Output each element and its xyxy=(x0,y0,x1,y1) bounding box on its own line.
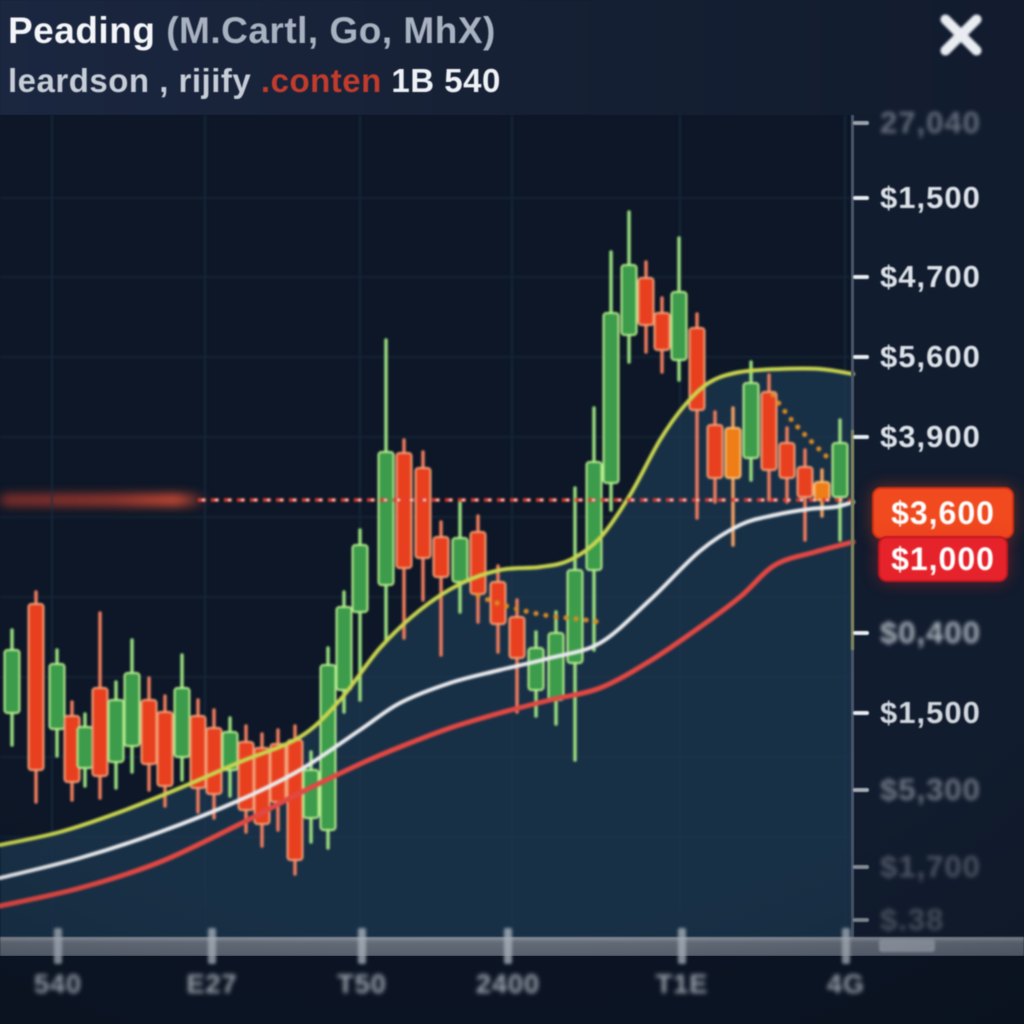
ma-slow-red-line xyxy=(0,539,856,909)
price-badge: $1,000 xyxy=(878,536,1008,582)
x-axis-label: 2400 xyxy=(475,969,541,999)
y-axis-tick xyxy=(853,711,869,715)
chart-title-row: Peading (M.Cartl, Go, MhX) xyxy=(8,10,496,52)
x-axis-tick xyxy=(678,928,686,964)
y-axis-label: 27,040 xyxy=(880,105,981,140)
y-axis-label: $1,500 xyxy=(880,180,981,215)
chart-subtitle-value: 1B 540 xyxy=(381,62,501,99)
candle-body xyxy=(123,672,141,747)
y-axis-tick xyxy=(853,121,869,125)
candle-body xyxy=(302,769,320,819)
x-axis-tick xyxy=(358,928,366,964)
candle-body xyxy=(760,391,778,471)
chart-title-params: (M.Cartl, Go, MhX) xyxy=(155,10,496,51)
x-axis-label: T1E xyxy=(655,969,709,999)
candle-body xyxy=(432,536,450,578)
candle-body xyxy=(778,442,796,479)
chart-subtitle: leardson , rijify xyxy=(8,62,261,99)
candle-body xyxy=(508,616,526,659)
dotted-trend-line xyxy=(770,392,829,459)
y-axis-label: $.38 xyxy=(880,902,945,937)
candle-body xyxy=(76,726,94,769)
candle-body xyxy=(724,427,742,479)
y-axis-label: $5,600 xyxy=(880,339,981,374)
candle-body xyxy=(527,647,545,691)
dotted-trend-line xyxy=(475,593,603,625)
candlestick-chart[interactable] xyxy=(0,115,856,956)
y-axis-tick xyxy=(853,435,869,439)
chart-title: Peading xyxy=(8,10,156,51)
y-axis-border-tint xyxy=(851,430,854,650)
candle-body xyxy=(637,277,655,326)
x-axis-tick xyxy=(504,928,512,964)
y-axis-tick xyxy=(853,631,869,635)
x-axis-band xyxy=(0,937,1024,956)
x-axis-tick xyxy=(208,928,216,964)
candle-body xyxy=(620,264,638,336)
candle-body xyxy=(269,743,287,803)
y-axis-label: $5,300 xyxy=(880,772,981,807)
chart-subtitle-row: leardson , rijify .conten 1B 540 xyxy=(8,62,501,100)
candle-body xyxy=(831,442,849,498)
candle-body xyxy=(451,537,469,583)
y-axis-tick xyxy=(853,865,869,869)
y-axis-label: $3,900 xyxy=(880,419,981,454)
x-axis-background xyxy=(0,956,1024,1024)
candle-body xyxy=(91,687,109,777)
y-axis-label: $0,400 xyxy=(880,615,981,650)
ma-fast-yellow-line xyxy=(0,366,855,847)
candle-body xyxy=(602,312,620,484)
x-axis-chip xyxy=(879,939,935,952)
close-icon[interactable] xyxy=(928,5,994,63)
price-badge: $3,600 xyxy=(872,487,1014,539)
candle-body xyxy=(335,606,353,691)
candle-body xyxy=(585,461,603,571)
candle-body xyxy=(377,451,395,586)
candle-body xyxy=(173,687,191,758)
x-axis-label: 540 xyxy=(33,969,83,999)
candle-body xyxy=(107,699,125,763)
y-axis-tick xyxy=(853,355,869,359)
y-axis-tick xyxy=(853,788,869,792)
y-axis-tick xyxy=(853,275,869,279)
chart-subtitle-highlight: .conten xyxy=(260,62,382,99)
candle-body xyxy=(469,531,487,595)
candle-body xyxy=(351,544,369,613)
y-axis-label: $4,700 xyxy=(880,259,981,294)
y-axis-tick xyxy=(853,918,869,922)
candle-body xyxy=(140,699,158,765)
x-axis-label: E27 xyxy=(186,969,238,999)
header: Peading (M.Cartl, Go, MhX) leardson , ri… xyxy=(0,0,1024,115)
x-axis-tick xyxy=(842,928,850,964)
x-axis-label: T50 xyxy=(337,969,387,999)
y-axis-tick xyxy=(853,196,869,200)
candle-body xyxy=(414,467,432,559)
candle-body xyxy=(48,663,66,730)
candle-body xyxy=(742,382,760,459)
candle-body xyxy=(813,481,831,501)
x-axis-label: 4G xyxy=(826,969,866,999)
x-axis-tick xyxy=(54,928,62,964)
ma-mid-white-line xyxy=(0,500,855,880)
candle-body xyxy=(395,452,413,569)
candle-body xyxy=(796,466,814,498)
y-axis-label: $1,500 xyxy=(880,695,981,730)
candle-body xyxy=(205,727,223,795)
candle-body xyxy=(547,632,565,701)
y-axis-label: $1,700 xyxy=(880,849,981,884)
candle-body xyxy=(3,649,21,714)
candle-body xyxy=(27,603,45,771)
candle-body xyxy=(653,312,671,351)
candle-body xyxy=(670,291,688,361)
candle-body xyxy=(706,424,724,479)
candle-body xyxy=(156,711,174,787)
